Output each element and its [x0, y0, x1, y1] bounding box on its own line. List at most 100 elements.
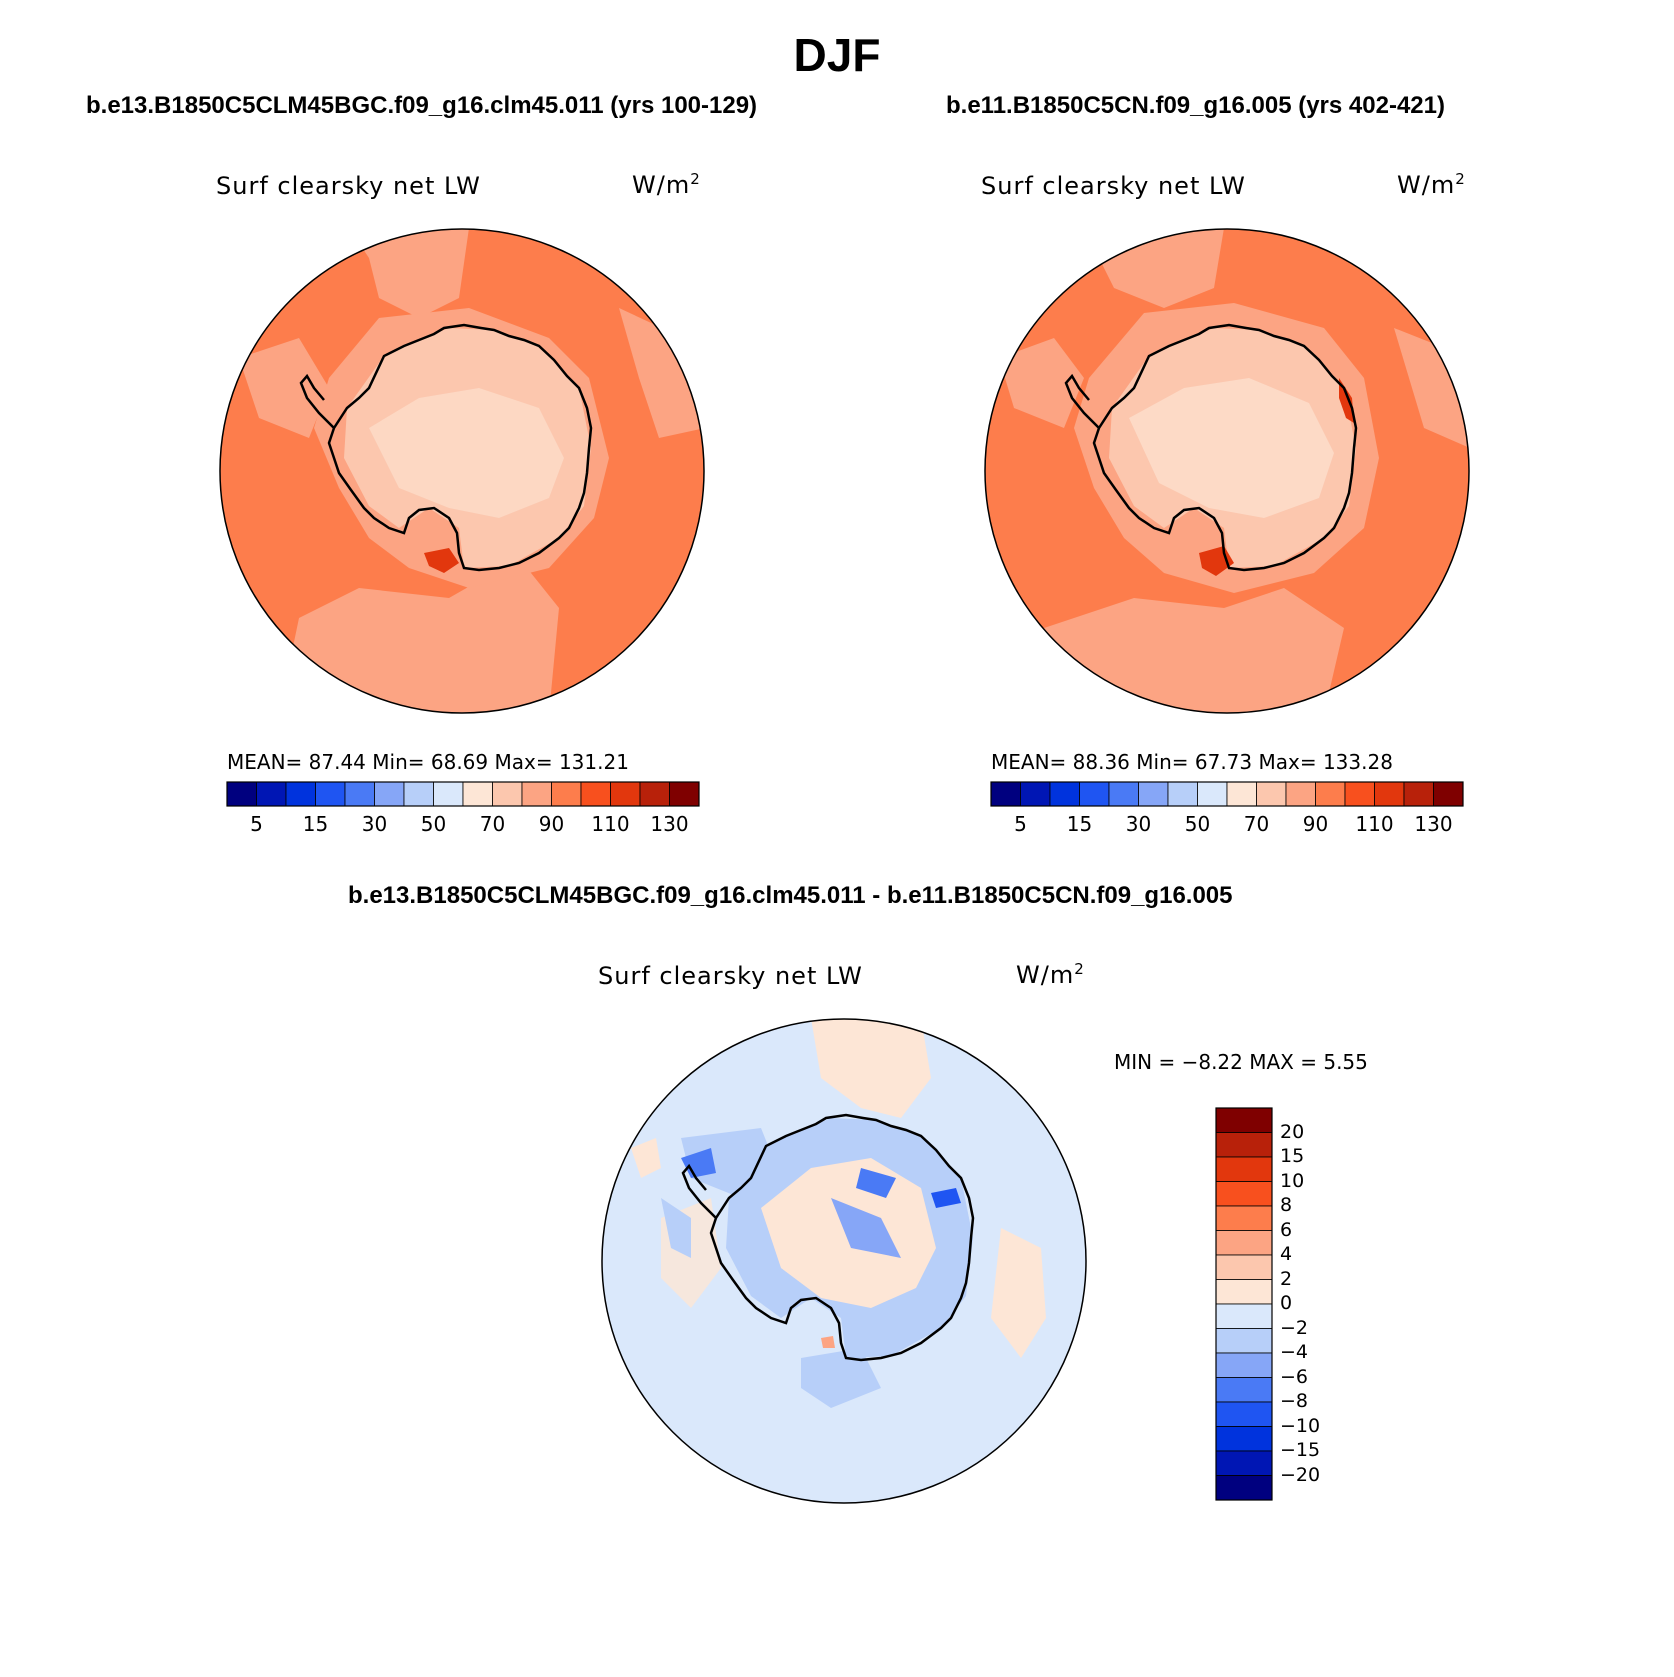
diff-colorbar-tick-label: −4: [1280, 1341, 1309, 1363]
panel1-colorbar-swatch: [462, 781, 493, 807]
panel2-colorbar-swatch: [1285, 781, 1316, 807]
diff-colorbar-swatch: [1215, 1156, 1273, 1182]
panel2-colorbar-swatch: [1108, 781, 1139, 807]
diff-colorbar-tick-label: −20: [1280, 1463, 1321, 1486]
panel2-colorbar-swatch: [1138, 781, 1169, 807]
panel1-colorbar-tick-label: 70: [479, 812, 506, 836]
panel1-colorbar-swatch: [226, 781, 257, 807]
panel2-colorbar-swatch: [1315, 781, 1346, 807]
panel1-colorbar-border: [226, 781, 700, 807]
diff-map-border: [601, 1018, 1087, 1504]
diff-negative-region: [681, 1148, 716, 1178]
panel1-colorbar-swatch: [433, 781, 464, 807]
panel2-colorbar-swatch: [1374, 781, 1405, 807]
diff-colorbar-tick-label: −10: [1280, 1414, 1321, 1437]
panel1-colorbar-swatch: [256, 781, 287, 807]
panel1-colorbar-tick-label: 90: [538, 812, 565, 836]
panel1-colorbar-swatch: [580, 781, 611, 807]
diff-colorbar-tick-label: 6: [1280, 1218, 1293, 1241]
diff-colorbar-tick-label: 10: [1280, 1169, 1305, 1192]
diff-colorbar-tick-label: −2: [1280, 1316, 1309, 1339]
panel2-colorbar-swatch: [1020, 781, 1051, 807]
diff-colorbar-swatch: [1215, 1254, 1273, 1280]
diff-positive-region: [811, 1019, 931, 1118]
panel2-polar-map: [984, 228, 1470, 714]
panel2-colorbar-tick-label: 90: [1302, 812, 1329, 836]
panel2-colorbar-swatch: [1049, 781, 1080, 807]
panel2-units-label: W/m2: [1397, 170, 1466, 199]
diff-colorbar-swatch: [1215, 1426, 1273, 1452]
panel2-colorbar-swatch: [990, 781, 1021, 807]
diff-colorbar-swatch: [1215, 1303, 1273, 1329]
diff-positive-region: [991, 1228, 1046, 1358]
page-title: DJF: [793, 29, 881, 81]
panel2-peninsula: [1064, 373, 1100, 429]
diff-colorbar-swatch: [1215, 1107, 1273, 1133]
panel1-colorbar-swatch: [344, 781, 375, 807]
diff-colorbar-swatch: [1215, 1401, 1273, 1427]
diff-colorbar-tick-label: 2: [1280, 1267, 1293, 1290]
panel2-colorbar-swatch: [1197, 781, 1228, 807]
panel1-colorbar-swatch: [492, 781, 523, 807]
diff-colorbar-swatch: [1215, 1181, 1273, 1207]
diff-peninsula: [681, 1163, 717, 1219]
panel1-colorbar-tick-label: 15: [302, 812, 329, 836]
panel1-colorbar-tick-label: 130: [650, 812, 689, 836]
diff-colorbar-swatch: [1215, 1377, 1273, 1403]
panel1-colorbar-swatch: [403, 781, 434, 807]
panel1-colorbar: [226, 781, 700, 807]
panel2-light-region: [999, 338, 1084, 428]
panel1-colorbar-swatch: [669, 781, 700, 807]
diff-positive-region: [631, 1138, 661, 1178]
diff-coastline: [709, 1113, 975, 1362]
panel1-light-region: [279, 558, 559, 713]
panel2-plateau-region: [1129, 378, 1334, 518]
diff-colorbar-swatch: [1215, 1205, 1273, 1231]
panel1-colorbar-tick-label: 5: [250, 812, 263, 836]
diff-case-title: b.e13.B1850C5CLM45BGC.f09_g16.clm45.011 …: [348, 882, 1233, 909]
panel1-peninsula: [299, 373, 335, 429]
diff-colorbar-swatch: [1215, 1132, 1273, 1158]
panel2-map-border: [984, 228, 1470, 714]
panel1-colorbar-swatch: [374, 781, 405, 807]
diff-negative-region: [661, 1198, 691, 1258]
diff-colorbar-tick-label: 4: [1280, 1243, 1293, 1265]
diff-colorbar-swatch: [1215, 1230, 1273, 1256]
diff-interior-streak: [831, 1198, 901, 1258]
diff-units-label: W/m2: [1016, 960, 1085, 989]
panel2-colorbar-tick-label: 130: [1414, 812, 1453, 836]
diff-colorbar-tick-label: −15: [1280, 1439, 1321, 1461]
diff-colorbar-border: [1215, 1107, 1273, 1501]
diff-colorbar-tick-label: 8: [1280, 1194, 1293, 1216]
diff-colorbar-swatch: [1215, 1328, 1273, 1354]
diff-negative-region: [801, 1348, 881, 1408]
diff-variable-label: Surf clearsky net LW: [598, 962, 863, 990]
panel1-case-title: b.e13.B1850C5CLM45BGC.f09_g16.clm45.011 …: [86, 92, 758, 119]
panel2-colorbar-swatch: [1079, 781, 1110, 807]
panel2-hotspot: [1339, 378, 1354, 423]
panel2-colorbar-swatch: [1256, 781, 1287, 807]
panel2-colorbar-tick-label: 50: [1184, 812, 1211, 836]
diff-colorbar-tick-label: −6: [1280, 1365, 1309, 1388]
panel2-colorbar-tick-label: 110: [1355, 812, 1394, 836]
panel1-hotspot: [424, 548, 459, 573]
panel1-units-label: W/m2: [632, 170, 701, 199]
panel1-colorbar-tick-label: 30: [361, 812, 388, 836]
panel1-colorbar-swatch: [639, 781, 670, 807]
diff-colorbar-tick-label: −8: [1280, 1390, 1309, 1412]
diff-colorbar-tick-label: 20: [1280, 1120, 1305, 1143]
panel1-colorbar-swatch: [551, 781, 582, 807]
panel2-stats: MEAN= 88.36 Min= 67.73 Max= 133.28: [991, 750, 1393, 774]
panel1-light-region: [349, 229, 469, 318]
diff-interior-streak: [931, 1188, 961, 1208]
diff-colorbar-swatch: [1215, 1352, 1273, 1378]
panel1-colorbar-tick-label: 110: [591, 812, 630, 836]
diff-colorbar-swatch: [1215, 1450, 1273, 1476]
diff-polar-map: [601, 1018, 1087, 1504]
diff-colorbar: [1215, 1107, 1273, 1501]
panel1-colorbar-swatch: [521, 781, 552, 807]
panel2-case-title: b.e11.B1850C5CN.f09_g16.005 (yrs 402-421…: [946, 92, 1445, 119]
diff-colorbar-swatch: [1215, 1279, 1273, 1305]
panel2-colorbar-swatch: [1167, 781, 1198, 807]
panel2-colorbar: [990, 781, 1464, 807]
